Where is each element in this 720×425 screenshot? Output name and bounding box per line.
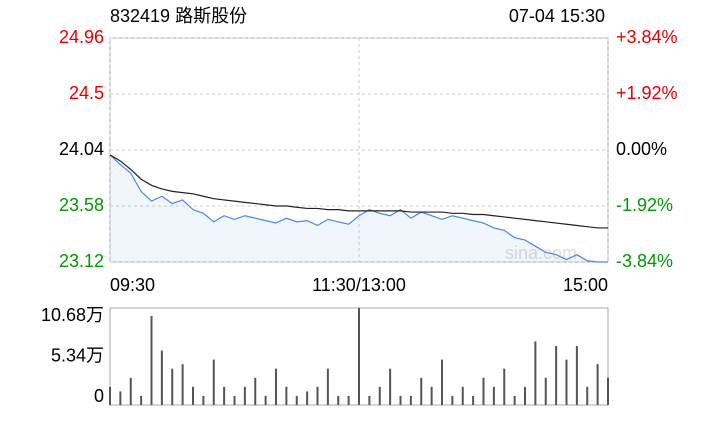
y2-tick-label: +1.92% [616, 83, 678, 103]
volume-bar [534, 341, 537, 405]
volume-bar [451, 395, 454, 405]
price-area [110, 154, 608, 262]
volume-bar [347, 395, 350, 405]
y-tick-label: 5.34万 [51, 345, 104, 365]
volume-bar [306, 391, 309, 405]
volume-bar [316, 386, 319, 405]
volume-bar [461, 386, 464, 405]
y-tick-label: 24.5 [69, 83, 104, 103]
y2-tick-label: +3.84% [616, 27, 678, 47]
volume-bar [160, 350, 163, 405]
volume-bar [482, 377, 485, 405]
volume-bar [368, 395, 371, 405]
volume-bar [243, 386, 246, 405]
volume-bar [524, 386, 526, 405]
volume-bar [389, 368, 392, 405]
volume-bar [212, 359, 215, 405]
volume-bar [409, 395, 412, 405]
volume-bar [607, 377, 609, 405]
volume-bar [472, 395, 475, 405]
x-tick-label: 09:30 [110, 275, 155, 295]
volume-bar [378, 386, 381, 405]
y2-tick-label: 0.00% [616, 139, 667, 159]
volume-bar [399, 395, 402, 405]
y-tick-label: 24.04 [59, 139, 104, 159]
volume-bar [285, 386, 288, 405]
y2-tick-label: -3.84% [616, 251, 673, 271]
volume-bar [129, 377, 132, 405]
volume-bar [565, 359, 568, 405]
y-tick-label: 23.12 [59, 251, 104, 271]
volume-bar [223, 386, 226, 405]
volume-bar [586, 386, 589, 405]
volume-bar [503, 368, 506, 405]
volume-bar [171, 368, 174, 405]
volume-bar [295, 395, 298, 405]
volume-bar [264, 395, 267, 405]
volume-bar [358, 308, 360, 405]
volume-bar [275, 368, 277, 405]
volume-bar [337, 395, 340, 405]
volume-bar [202, 395, 205, 405]
y-tick-label: 24.96 [59, 27, 104, 47]
y-tick-label: 10.68万 [41, 305, 104, 325]
volume-bar [492, 386, 495, 405]
stock-title: 832419 路斯股份 [110, 6, 247, 26]
volume-bar [181, 364, 184, 405]
x-tick-label: 11:30/13:00 [312, 275, 406, 295]
volume-bar [326, 368, 329, 405]
volume-bar [233, 395, 236, 405]
volume-bar [544, 377, 547, 405]
timestamp: 07-04 15:30 [509, 6, 605, 26]
y-tick-label: 23.58 [59, 195, 104, 215]
volume-bar [192, 386, 194, 405]
volume-bar [119, 391, 122, 405]
volume-bar [513, 395, 516, 405]
volume-bar [575, 345, 578, 405]
volume-bar [555, 345, 558, 405]
watermark: sina.com [505, 243, 577, 263]
x-tick-label: 15:00 [563, 275, 608, 295]
average-line [109, 154, 608, 229]
volume-bar [140, 395, 143, 405]
y2-tick-label: -1.92% [616, 195, 673, 215]
volume-bar [109, 386, 111, 405]
volume-bar [420, 377, 423, 405]
volume-bar [254, 377, 257, 405]
volume-bar [150, 315, 153, 405]
price-line [109, 154, 608, 263]
volume-bar [430, 386, 433, 405]
volume-bar [596, 364, 599, 405]
volume-bar [441, 359, 443, 405]
y-tick-label: 0 [94, 386, 104, 406]
